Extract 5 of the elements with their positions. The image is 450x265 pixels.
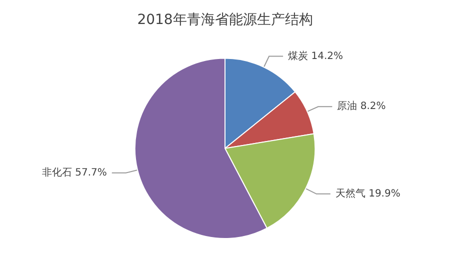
chart-title: 2018年青海省能源生产结构 — [137, 12, 313, 28]
slice-label: 煤炭 14.2% — [288, 50, 344, 62]
slice-label: 非化石 57.7% — [42, 166, 107, 178]
slice-label: 原油 8.2% — [337, 100, 386, 112]
slice-label: 天然气 19.9% — [335, 187, 400, 200]
